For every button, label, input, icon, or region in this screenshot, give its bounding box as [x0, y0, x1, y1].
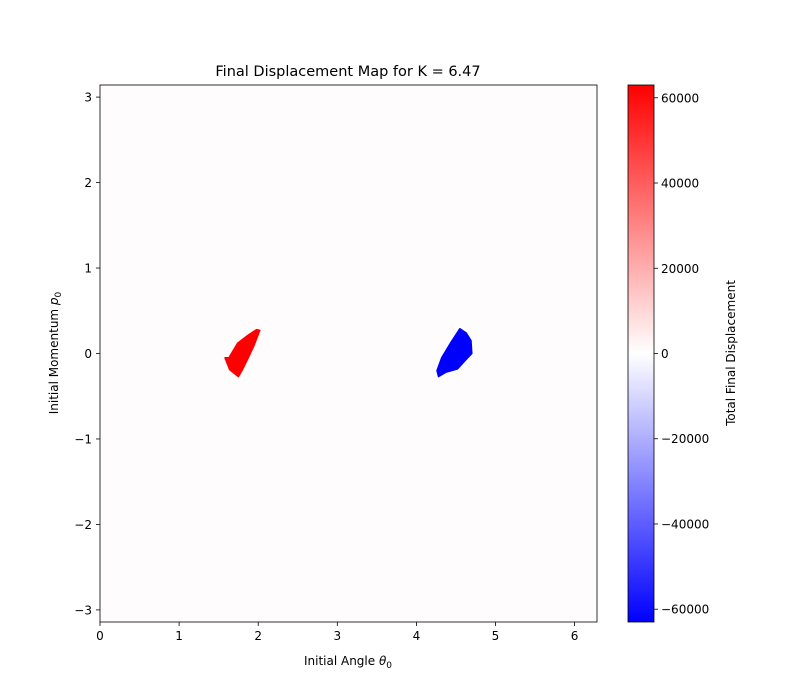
plot-area	[100, 85, 597, 622]
y-tick-label: −1	[74, 432, 92, 446]
y-tick-label: 0	[84, 347, 92, 361]
y-tick-label: −3	[74, 603, 92, 617]
colorbar-tick-label: 20000	[661, 262, 699, 276]
colorbar-ticks: −60000 −40000 −20000 0 20000 40000 60000	[654, 91, 709, 617]
x-tick-label: 2	[254, 629, 262, 643]
colorbar	[627, 84, 655, 623]
negative-displacement-region	[436, 327, 473, 378]
x-axis-ticks: 0 1 2 3 4 5 6	[96, 622, 578, 643]
x-tick-label: 5	[492, 629, 500, 643]
colorbar-tick-label: −40000	[661, 517, 709, 531]
colorbar-tick-label: 40000	[661, 177, 699, 191]
colorbar-tick-label: −60000	[661, 603, 709, 617]
x-tick-label: 1	[175, 629, 183, 643]
y-axis-label: Initial Momentum p0	[47, 291, 64, 414]
x-tick-label: 0	[96, 629, 104, 643]
colorbar-tick-label: 0	[661, 347, 669, 361]
x-tick-label: 4	[413, 629, 421, 643]
x-tick-label: 6	[571, 629, 579, 643]
y-tick-label: −2	[74, 518, 92, 532]
colorbar-label: Total Final Displacement	[724, 280, 738, 427]
positive-displacement-region	[224, 328, 261, 378]
y-axis-ticks: −3 −2 −1 0 1 2 3	[74, 91, 100, 617]
colorbar-tick-label: −20000	[661, 432, 709, 446]
displacement-regions	[224, 327, 473, 378]
chart-title: Final Displacement Map for K = 6.47	[215, 64, 480, 80]
colorbar-tick-label: 60000	[661, 91, 699, 105]
y-tick-label: 2	[84, 176, 92, 190]
x-axis-label: Initial Angle θ0	[304, 654, 392, 671]
y-tick-label: 3	[84, 91, 92, 105]
x-tick-label: 3	[333, 629, 341, 643]
y-tick-label: 1	[84, 262, 92, 276]
